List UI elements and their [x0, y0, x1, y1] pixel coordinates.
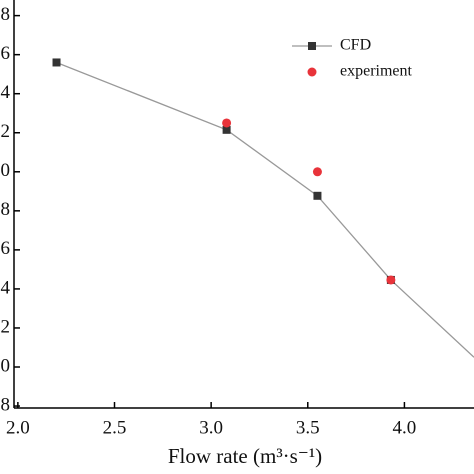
- y-tick-label: 4: [1, 277, 11, 298]
- y-tick-label: 4: [1, 82, 11, 103]
- legend-label: experiment: [340, 63, 413, 80]
- point: [52, 58, 61, 67]
- x-tick-label: 3.5: [296, 417, 320, 438]
- y-tick-label: 0: [1, 160, 11, 181]
- x-tick-label: 4.0: [393, 417, 417, 438]
- x-tick-label: 3.0: [199, 417, 223, 438]
- line: [56, 61, 474, 358]
- legend-label: CFD: [340, 37, 371, 54]
- y-tick-label: 2: [1, 121, 11, 142]
- y-tick-label: 2: [1, 316, 11, 337]
- x-axis-label: Flow rate (m³·s⁻¹): [168, 444, 322, 468]
- y-tick-label: 6: [1, 43, 11, 64]
- legend-marker: [307, 67, 317, 77]
- y-tick-label: 0: [1, 355, 11, 376]
- legend-marker: [308, 42, 316, 50]
- point: [312, 167, 322, 177]
- point: [222, 125, 231, 134]
- y-tick-label: 8: [1, 4, 11, 25]
- point: [313, 191, 322, 200]
- y-tick-label: 8: [1, 394, 11, 415]
- x-tick-label: 2.0: [6, 417, 30, 438]
- y-tick-label: 6: [1, 238, 11, 259]
- x-tick-label: 2.5: [103, 417, 127, 438]
- point: [222, 118, 232, 128]
- point: [386, 275, 396, 285]
- y-tick-label: 8: [1, 199, 11, 220]
